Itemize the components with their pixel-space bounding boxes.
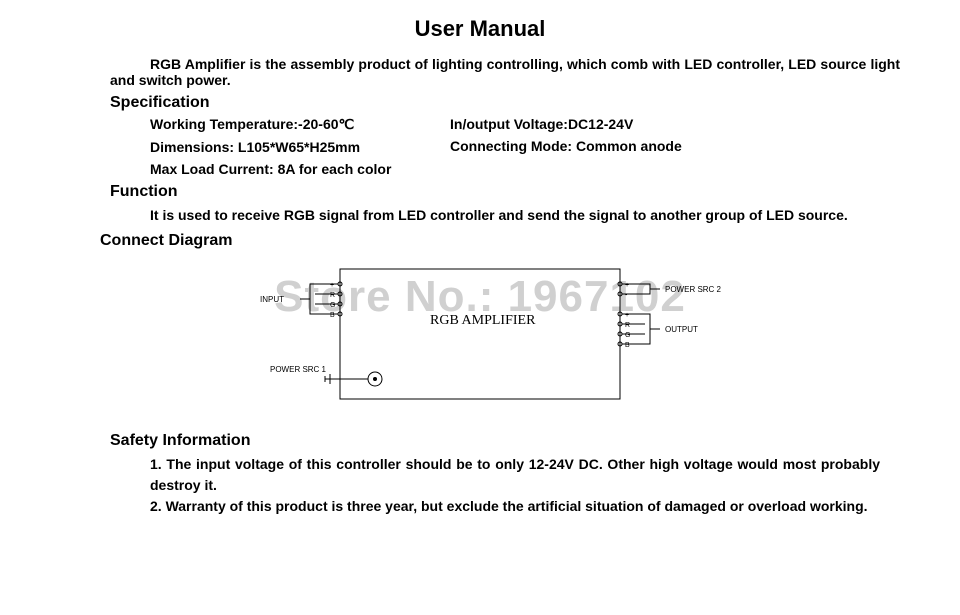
spec-grid: Working Temperature:-20-60℃ Dimensions: … bbox=[150, 116, 910, 177]
safety-item-2: 2. Warranty of this product is three yea… bbox=[150, 496, 910, 517]
diagram-box-label: RGB AMPLIFIER bbox=[430, 313, 536, 328]
svg-text:+: + bbox=[625, 312, 629, 319]
svg-text:+: + bbox=[330, 282, 334, 289]
output-group: + R G B OUTPUT bbox=[618, 312, 698, 349]
svg-text:-: - bbox=[625, 292, 628, 299]
spec-temp: Working Temperature:-20-60℃ bbox=[150, 116, 450, 133]
function-heading: Function bbox=[110, 183, 910, 201]
spec-voltage: In/output Voltage:DC12-24V bbox=[450, 116, 682, 132]
function-text: It is used to receive RGB signal from LE… bbox=[150, 205, 910, 226]
input-label: INPUT bbox=[260, 295, 284, 304]
svg-text:G: G bbox=[625, 332, 630, 339]
safety-item-1: 1. The input voltage of this controller … bbox=[150, 454, 910, 496]
page-title: User Manual bbox=[50, 16, 910, 42]
svg-text:B: B bbox=[330, 312, 335, 319]
safety-heading: Safety Information bbox=[110, 432, 910, 450]
diagram-svg: RGB AMPLIFIER + R G B INPUT bbox=[230, 254, 790, 414]
page-container: User Manual RGB Amplifier is the assembl… bbox=[0, 0, 960, 527]
power2-group: + - POWER SRC 2 bbox=[618, 282, 722, 299]
spec-mode: Connecting Mode: Common anode bbox=[450, 138, 682, 154]
connect-diagram: RGB AMPLIFIER + R G B INPUT bbox=[50, 254, 910, 424]
svg-text:+: + bbox=[625, 282, 629, 289]
power1-label: POWER SRC 1 bbox=[270, 365, 327, 374]
svg-text:B: B bbox=[625, 342, 630, 349]
spec-dims: Dimensions: L105*W65*H25mm bbox=[150, 139, 450, 155]
connect-heading: Connect Diagram bbox=[100, 232, 910, 250]
specification-heading: Specification bbox=[110, 94, 910, 112]
left-pin-group: + R G B INPUT bbox=[260, 282, 342, 319]
spec-load: Max Load Current: 8A for each color bbox=[150, 161, 450, 177]
svg-text:R: R bbox=[625, 322, 630, 329]
power2-label: POWER SRC 2 bbox=[665, 285, 722, 294]
power1-group: POWER SRC 1 bbox=[270, 365, 382, 386]
output-label: OUTPUT bbox=[665, 325, 698, 334]
spec-col-left: Working Temperature:-20-60℃ Dimensions: … bbox=[150, 116, 450, 177]
intro-paragraph: RGB Amplifier is the assembly product of… bbox=[50, 56, 910, 88]
svg-text:G: G bbox=[330, 302, 335, 309]
svg-text:R: R bbox=[330, 292, 335, 299]
intro-text: RGB Amplifier is the assembly product of… bbox=[110, 56, 900, 88]
spec-col-right: In/output Voltage:DC12-24V Connecting Mo… bbox=[450, 116, 682, 177]
